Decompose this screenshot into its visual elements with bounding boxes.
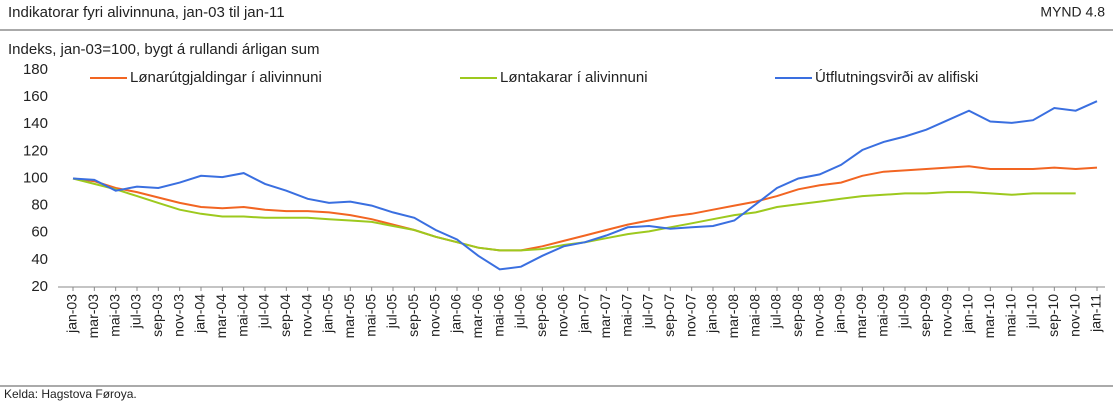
- x-tick-label: mar-04: [213, 294, 229, 339]
- y-tick-label: 140: [23, 115, 48, 132]
- y-tick-label: 120: [23, 142, 48, 159]
- x-tick-label: jan-04: [192, 294, 208, 334]
- x-tick-label: mai-06: [490, 294, 506, 337]
- x-tick-label: mai-04: [234, 294, 250, 337]
- x-tick-label: nov-05: [426, 294, 442, 337]
- legend-label: Løntakarar í alivinnuni: [500, 69, 648, 86]
- x-tick-label: sep-09: [917, 294, 933, 337]
- x-tick-label: jul-07: [640, 294, 656, 329]
- x-tick-label: jul-09: [896, 294, 912, 329]
- x-tick-label: nov-09: [938, 294, 954, 337]
- x-tick-label: mai-10: [1002, 294, 1018, 337]
- y-tick-label: 40: [31, 251, 48, 268]
- x-tick-label: nov-07: [682, 294, 698, 337]
- legend-label: Lønarútgjaldingar í alivinnuni: [130, 69, 322, 86]
- x-tick-label: sep-03: [149, 294, 165, 337]
- x-tick-label: nov-10: [1066, 294, 1082, 337]
- source: Kelda: Hagstova Føroya.: [4, 387, 137, 401]
- x-tick-label: mai-08: [746, 294, 762, 337]
- chart-title: Indikatorar fyri alivinnuna, jan-03 til …: [8, 4, 285, 21]
- x-tick-label: jul-04: [256, 294, 272, 329]
- x-tick-label: jan-11: [1088, 294, 1104, 333]
- x-tick-label: jul-03: [128, 294, 144, 329]
- x-tick-label: sep-05: [405, 294, 421, 337]
- x-tick-label: sep-07: [661, 294, 677, 337]
- x-tick-label: jan-09: [832, 294, 848, 334]
- y-tick-label: 100: [23, 169, 48, 186]
- x-tick-label: mar-05: [341, 294, 357, 339]
- x-tick-label: mai-03: [106, 294, 122, 337]
- y-tick-label: 180: [23, 61, 48, 78]
- x-tick-label: sep-06: [533, 294, 549, 337]
- y-tick-label: 20: [31, 278, 48, 295]
- y-tick-label: 80: [31, 197, 48, 214]
- legend-label: Útflutningsvirði av alifiski: [815, 69, 978, 86]
- x-tick-label: jul-06: [512, 294, 528, 329]
- x-tick-label: nov-03: [170, 294, 186, 337]
- x-tick-label: mai-09: [874, 294, 890, 337]
- x-tick-label: sep-04: [277, 294, 293, 337]
- y-tick-label: 60: [31, 224, 48, 241]
- x-tick-label: jan-03: [64, 294, 80, 334]
- x-tick-label: mai-07: [618, 294, 634, 337]
- x-tick-label: jan-10: [960, 294, 976, 334]
- x-tick-label: mai-05: [362, 294, 378, 337]
- x-tick-label: mar-08: [725, 294, 741, 339]
- x-tick-label: mar-03: [85, 294, 101, 339]
- x-tick-label: mar-10: [981, 294, 997, 339]
- x-tick-label: jan-05: [320, 294, 336, 334]
- x-tick-label: nov-06: [554, 294, 570, 337]
- subtitle: Indeks, jan-03=100, bygt á rullandi árli…: [8, 41, 319, 58]
- y-tick-label: 160: [23, 88, 48, 105]
- x-tick-label: mar-06: [469, 294, 485, 339]
- series-line: [72, 177, 1076, 252]
- x-tick-label: jan-08: [704, 294, 720, 334]
- x-tick-label: mar-09: [853, 294, 869, 339]
- series-line: [72, 165, 1098, 252]
- x-tick-label: sep-10: [1045, 294, 1061, 337]
- x-tick-label: jan-07: [576, 294, 592, 334]
- x-tick-label: jul-08: [768, 294, 784, 329]
- x-tick-label: jul-05: [384, 294, 400, 329]
- x-tick-label: nov-04: [298, 294, 314, 337]
- figure-label: MYND 4.8: [1040, 4, 1105, 20]
- series-line: [72, 100, 1098, 271]
- x-tick-label: sep-08: [789, 294, 805, 337]
- x-tick-label: mar-07: [597, 294, 613, 339]
- x-tick-label: jul-10: [1024, 294, 1040, 329]
- x-tick-label: nov-08: [810, 294, 826, 337]
- x-tick-label: jan-06: [448, 294, 464, 334]
